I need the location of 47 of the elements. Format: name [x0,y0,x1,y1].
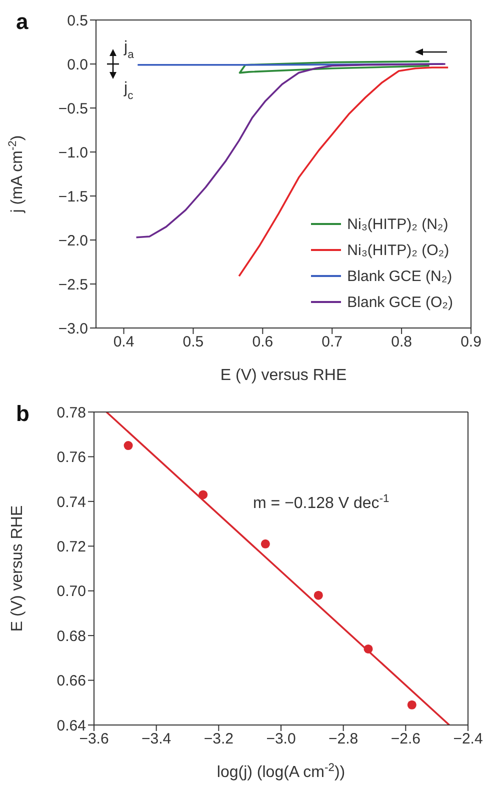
line-series [238,60,430,74]
y-tick-label: 0.76 [56,449,86,466]
y-tick-label: 0.78 [56,404,86,422]
y-tick-label: 0.5 [67,12,88,30]
point [407,700,416,710]
point [198,490,208,500]
legend-label: Blank GCE (O₂) [347,294,453,310]
x-tick-label: −3.0 [266,730,296,748]
x-tick-label: −3.2 [204,730,234,748]
legend-label: Ni₃(HITP)₂ (N₂) [347,216,448,232]
x-tick-label: 0.6 [252,334,274,351]
point [364,644,373,654]
x-tick-label: 0.8 [391,334,412,351]
x-axis-title: log(j) (log(A cm$^{-2}$)) [216,762,346,781]
chart-title: b [16,401,30,426]
y-tick-label: −2.5 [58,276,88,294]
x-tick-label: 0.5 [182,334,204,351]
legend-label: Ni₃(HITP)₂ (O₂) [347,242,450,258]
y-tick-label: 0.72 [56,538,86,556]
y-tick-label: 0.0 [67,56,88,74]
x-tick-label: 0.7 [322,334,343,351]
y-tick-label: 0.66 [56,672,86,690]
point [260,539,270,548]
point [314,590,323,600]
x-tick-label: −2.4 [453,730,483,748]
x-tick-label: 0.4 [113,334,134,351]
y-axis-title: E (V) versus RHE [9,505,26,632]
x-tick-label: −2.6 [390,730,420,748]
y-tick-label: −2.0 [58,232,88,250]
x-tick-label: −3.4 [142,730,172,748]
point [124,441,133,450]
y-tick-label: −0.5 [58,100,88,118]
y-tick-label: 0.68 [56,628,86,645]
annotation: m = −0.128 V dec$^{-1}$ [253,493,390,512]
chart-title: a [16,9,29,34]
annotation: j$_{c}$ [123,80,134,102]
y-tick-label: −1.0 [58,144,88,162]
y-tick-label: −3.0 [58,320,88,338]
y-tick-label: −1.5 [58,188,88,206]
line-series [135,63,446,238]
y-tick-label: 0.74 [56,494,86,511]
legend-label: Blank GCE (N₂) [347,268,452,284]
annotation: j$_{a}$ [123,39,135,61]
x-axis-title: E (V) versus RHE [220,367,347,384]
x-tick-label: −2.8 [328,730,358,748]
x-tick-label: 0.9 [460,334,482,351]
y-tick-label: 0.70 [56,583,86,600]
